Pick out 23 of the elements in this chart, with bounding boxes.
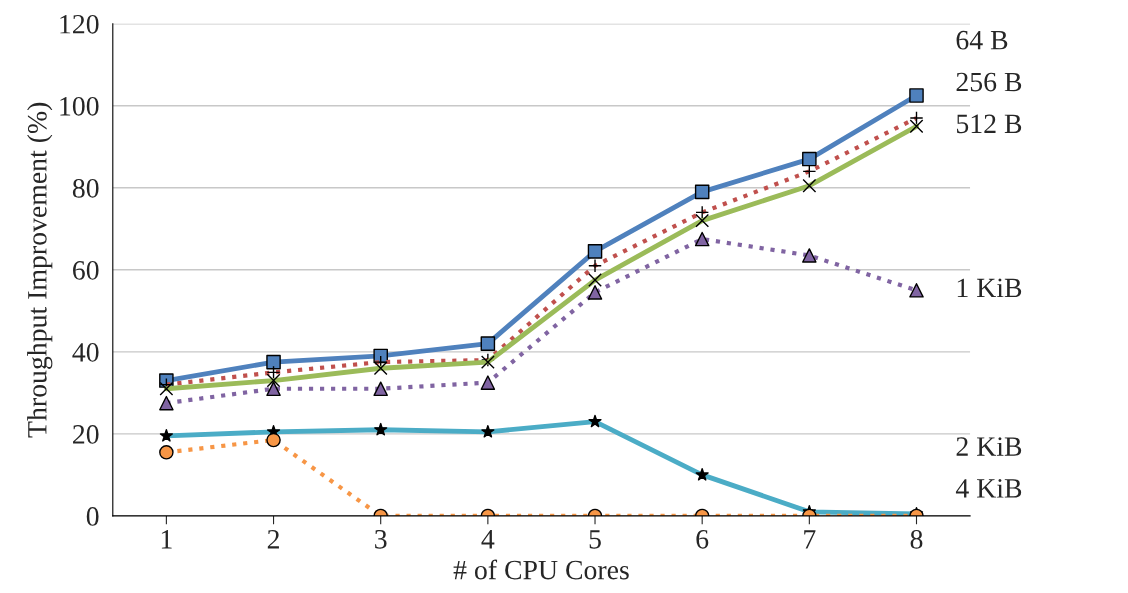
y-tick-label: 80 — [72, 178, 99, 198]
y-axis-title: Throughput Improvement (%) — [27, 102, 53, 438]
x-tick-label: 3 — [375, 529, 387, 549]
y-tick-label: 60 — [73, 260, 99, 280]
x-tick-label: 5 — [589, 530, 601, 549]
y-tick-label: 0 — [86, 507, 99, 526]
x-tick-label: 6 — [696, 529, 709, 549]
x-tick-label: 8 — [910, 529, 923, 549]
series-label: 1 KiB — [957, 278, 1022, 298]
series-label: 256 B — [956, 72, 1022, 92]
series-label: 64 B — [956, 30, 1008, 50]
x-tick-label: 2 — [267, 529, 279, 549]
series-label: 512 B — [957, 114, 1022, 134]
x-tick-label: 4 — [481, 530, 495, 549]
x-tick-label: 1 — [161, 530, 172, 549]
x-axis-title: # of CPU Cores — [453, 559, 629, 580]
x-tick-label: 7 — [804, 530, 816, 549]
y-tick-label: 40 — [72, 343, 99, 362]
series-label: 4 KiB — [955, 479, 1022, 498]
y-tick-label: 120 — [60, 14, 99, 34]
text: 2 KiB — [956, 437, 1022, 456]
y-tick-label: 100 — [60, 96, 99, 116]
y-tick-label: 20 — [73, 425, 99, 444]
